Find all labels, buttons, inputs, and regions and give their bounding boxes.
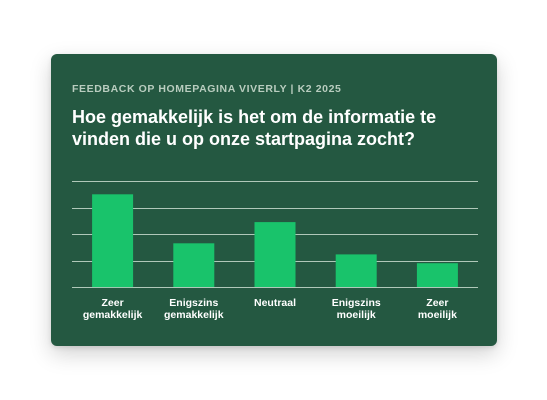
chart-question-title: Hoe gemakkelijk is het om de informatie … [72, 107, 437, 149]
category-label-2: Enigszins gemakkelijk [164, 297, 224, 321]
bar-1 [92, 194, 134, 288]
bar-3 [254, 222, 296, 287]
category-label-5: Zeer moeilijk [418, 297, 457, 321]
chart-card: FEEDBACK OP HOMEPAGINA VIVERLY | K2 2025… [51, 54, 497, 346]
bar-2 [173, 243, 215, 287]
category-label-3: Neutraal [254, 297, 296, 309]
category-label-4: Enigszins moeilijk [332, 297, 381, 321]
bar-5 [416, 263, 458, 287]
category-label-1: Zeer gemakkelijk [83, 297, 143, 321]
bar-chart: Zeer gemakkelijk Enigszins gemakkelijk Neutr… [72, 181, 478, 321]
bar-4 [335, 254, 377, 287]
chart-eyebrow: FEEDBACK OP HOMEPAGINA VIVERLY | K2 2025 [72, 83, 342, 95]
